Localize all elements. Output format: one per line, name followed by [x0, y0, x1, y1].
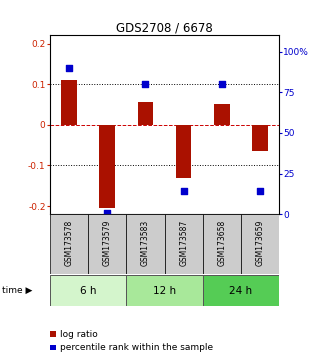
Bar: [253, 125, 268, 151]
Bar: [241, 214, 279, 274]
Bar: [126, 214, 164, 274]
Title: GDS2708 / 6678: GDS2708 / 6678: [116, 21, 213, 34]
Point: [143, 81, 148, 87]
Text: log ratio: log ratio: [60, 330, 98, 339]
Bar: [176, 125, 191, 178]
Text: percentile rank within the sample: percentile rank within the sample: [60, 343, 213, 352]
Text: 6 h: 6 h: [80, 286, 96, 296]
Text: GSM173583: GSM173583: [141, 220, 150, 266]
Point: [257, 189, 263, 194]
Text: 24 h: 24 h: [230, 286, 253, 296]
Bar: [61, 80, 76, 125]
Bar: [100, 125, 115, 208]
Bar: [126, 275, 203, 306]
Text: GSM173658: GSM173658: [217, 220, 226, 266]
Bar: [50, 214, 88, 274]
Point: [66, 65, 72, 71]
Bar: [164, 214, 203, 274]
Text: GSM173579: GSM173579: [103, 220, 112, 266]
Bar: [138, 102, 153, 125]
Bar: [50, 275, 126, 306]
Text: GSM173578: GSM173578: [65, 220, 74, 266]
Bar: [203, 275, 279, 306]
Text: 12 h: 12 h: [153, 286, 176, 296]
Point: [181, 189, 186, 194]
Bar: [88, 214, 126, 274]
Point: [105, 210, 110, 215]
Text: time ▶: time ▶: [2, 286, 32, 295]
Text: GSM173587: GSM173587: [179, 220, 188, 266]
Point: [219, 81, 224, 87]
Bar: [214, 104, 230, 125]
Text: GSM173659: GSM173659: [256, 220, 265, 266]
Bar: [203, 214, 241, 274]
